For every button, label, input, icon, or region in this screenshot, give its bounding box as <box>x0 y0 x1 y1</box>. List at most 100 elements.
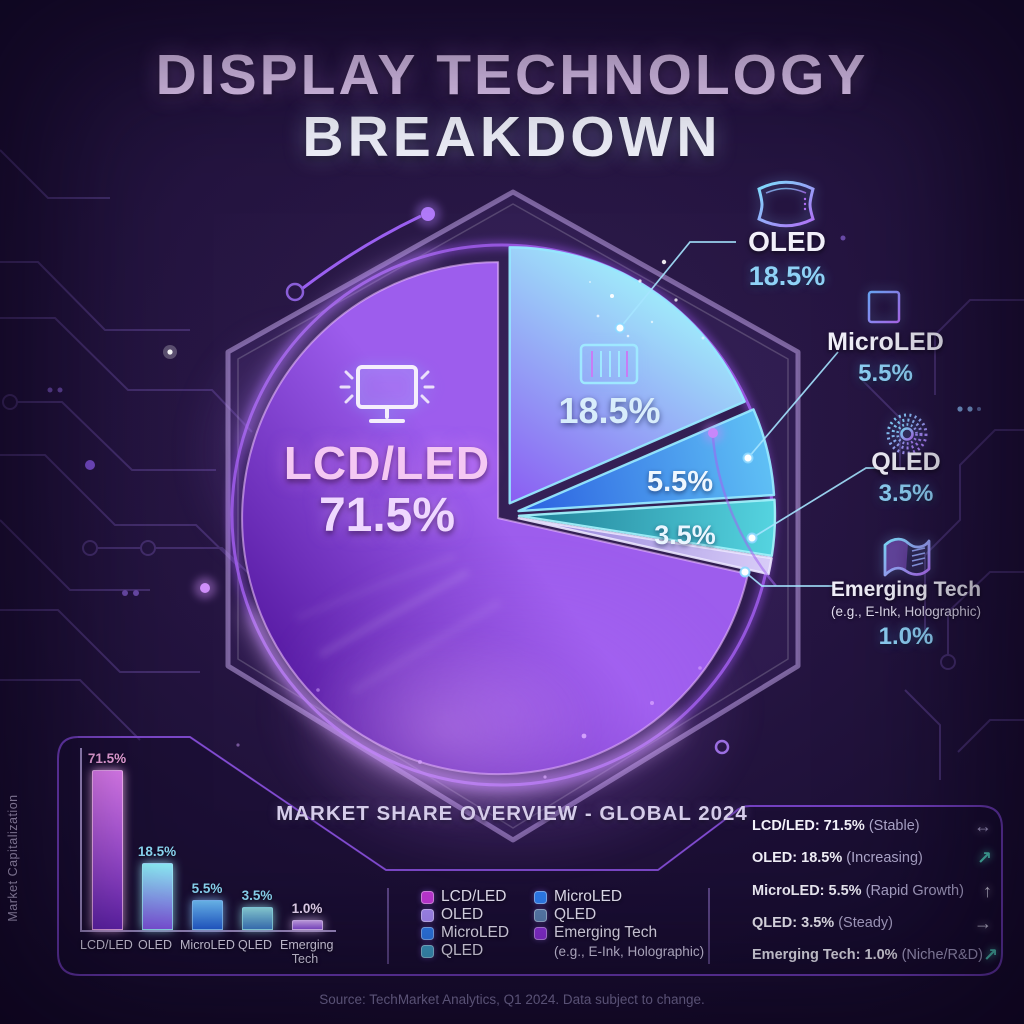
glow-bloom-bottom-inner <box>280 620 610 840</box>
overview-heading: MARKET SHARE OVERVIEW - GLOBAL 2024 <box>276 802 748 825</box>
bar-value-label: 3.5% <box>241 888 273 903</box>
callout-oled-name: OLED <box>748 226 826 257</box>
callout-microled-name: MicroLED <box>827 328 944 356</box>
callout-microled-value: 5.5% <box>858 360 913 387</box>
trend-arrow-icon: ↔ <box>974 816 992 836</box>
trend-panel: LCD/LED: 71.5% (Stable) ↔ OLED: 18.5% (Inc… <box>752 817 998 964</box>
legend-swatch <box>421 926 434 940</box>
page-title-line1: DISPLAY TECHNOLOGY <box>155 43 869 107</box>
legend-label: QLED <box>441 942 484 959</box>
sparkle-particles <box>163 259 705 779</box>
legend-swatch <box>421 944 434 958</box>
bar-category-label: LCD/LED <box>80 938 133 952</box>
bar-category-label: MicroLED <box>180 938 235 952</box>
trend-arrow-icon: ↗ <box>976 848 992 869</box>
pie-slice-qled <box>517 498 777 558</box>
trend-text: MicroLED: 5.5% (Rapid Growth) <box>752 882 964 899</box>
legend-label: OLED <box>441 906 484 923</box>
bar-slot-qled: 3.5% <box>232 888 282 930</box>
legend-label: MicroLED <box>554 888 623 905</box>
legend-label: LCD/LED <box>441 888 507 905</box>
trend-arrow-icon: ↑ <box>983 880 992 901</box>
legend-item-qled: QLED <box>534 906 704 923</box>
lcd-monitor-icon <box>338 360 436 445</box>
trend-text: Emerging Tech: 1.0% (Niche/R&D) <box>752 947 983 963</box>
callout-line-microled <box>747 351 839 459</box>
callout-qled-value: 3.5% <box>878 480 934 507</box>
pie-label-microled-value: 5.5% <box>646 466 714 498</box>
legend-swatch <box>421 890 434 904</box>
trend-row: MicroLED: 5.5% (Rapid Growth) ↑ <box>752 882 992 900</box>
legend-column-1: LCD/LED OLED MicroLED QLED <box>421 888 510 959</box>
bar-slot-lcd-led: 71.5% <box>82 751 132 930</box>
trend-row: OLED: 18.5% (Increasing) ↗ <box>752 849 992 867</box>
bar <box>91 770 123 930</box>
trend-row: Emerging Tech: 1.0% (Niche/R&D) ↗ <box>752 946 998 964</box>
flexible-display-icon <box>752 176 820 237</box>
light-streaks <box>295 554 503 696</box>
trend-text: OLED: 18.5% (Increasing) <box>752 850 923 867</box>
epaper-icon <box>878 530 936 587</box>
legend-divider-left <box>387 888 389 964</box>
pie-slice-lcd-led <box>241 261 749 776</box>
callout-line-oled <box>619 241 736 329</box>
bar-value-label: 71.5% <box>87 751 127 766</box>
callout-emerging-name: Emerging Tech <box>830 578 982 601</box>
legend-item-qled: QLED <box>421 942 509 959</box>
bar-chart-category-labels: LCD/LED OLED MicroLED QLED Emerging Tech <box>80 938 336 967</box>
legend-divider-right <box>708 888 710 964</box>
pie-label-lcd-value: 71.5% <box>318 489 456 542</box>
quantum-dot-ring-icon <box>879 406 935 467</box>
legend-label: Emerging Tech <box>554 924 658 941</box>
callout-oled-value: 18.5% <box>748 261 826 291</box>
callout-line-emerging <box>744 571 834 587</box>
trend-row: LCD/LED: 71.5% (Stable) ↔ <box>752 817 992 835</box>
callout-line-qled <box>751 467 878 539</box>
legend-swatch <box>534 890 547 904</box>
oled-panel-icon <box>578 342 640 391</box>
legend-label: QLED <box>554 906 597 923</box>
bar <box>141 863 173 930</box>
callout-emerging-value: 1.0% <box>878 623 934 650</box>
callout-emerging-sub: (e.g., E-Ink, Holographic) <box>830 604 982 619</box>
pie-label-oled-value: 18.5% <box>558 390 661 431</box>
legend-column-2: MicroLED QLED Emerging Tech (e.g., E-Ink, H… <box>534 888 704 959</box>
trend-arrow-icon: ↗ <box>982 945 999 965</box>
source-note: Source: TechMarket Analytics, Q1 2024. D… <box>319 992 705 1007</box>
deco-nodes <box>194 201 777 755</box>
page-title-line2: BREAKDOWN <box>302 105 722 169</box>
legend-item-lcd-led: LCD/LED <box>421 888 509 905</box>
callout-microled: MicroLED 5.5% <box>808 328 963 388</box>
legend-swatch <box>534 926 547 940</box>
trend-text: LCD/LED: 71.5% (Stable) <box>752 818 920 834</box>
callout-qled: QLED 3.5% <box>846 448 966 508</box>
bar-slot-emerging-tech: 1.0% <box>282 901 332 930</box>
bar-category-label: OLED <box>137 938 173 952</box>
bar-value-label: 18.5% <box>137 844 177 859</box>
trend-arrow-icon: → <box>974 912 992 933</box>
callout-lines <box>619 241 878 587</box>
pie-slice-emerging-tech <box>517 516 773 576</box>
bar-slot-microled: 5.5% <box>182 881 232 930</box>
callout-dots <box>614 322 758 578</box>
glow-bloom-bottom <box>240 530 780 890</box>
bar <box>241 907 273 930</box>
callout-qled-name: QLED <box>871 448 941 476</box>
callout-emerging: Emerging Tech (e.g., E-Ink, Holographic)… <box>800 578 1012 651</box>
pie-label-lcd-name: LCD/LED <box>283 437 491 489</box>
legend-item-microled: MicroLED <box>534 888 704 905</box>
pie-label-qled-value: 3.5% <box>654 520 716 550</box>
bar-category-label: Emerging Tech <box>280 938 334 967</box>
legend-swatch <box>421 908 434 922</box>
legend-label: MicroLED <box>441 924 510 941</box>
bar-category-label: QLED <box>237 938 273 952</box>
legend-swatch <box>534 908 547 922</box>
trend-row: QLED: 3.5% (Steady) → <box>752 914 992 932</box>
legend-item-microled: MicroLED <box>421 924 510 941</box>
legend-item-emerging-tech: Emerging Tech <box>534 924 704 941</box>
bar <box>291 920 323 930</box>
